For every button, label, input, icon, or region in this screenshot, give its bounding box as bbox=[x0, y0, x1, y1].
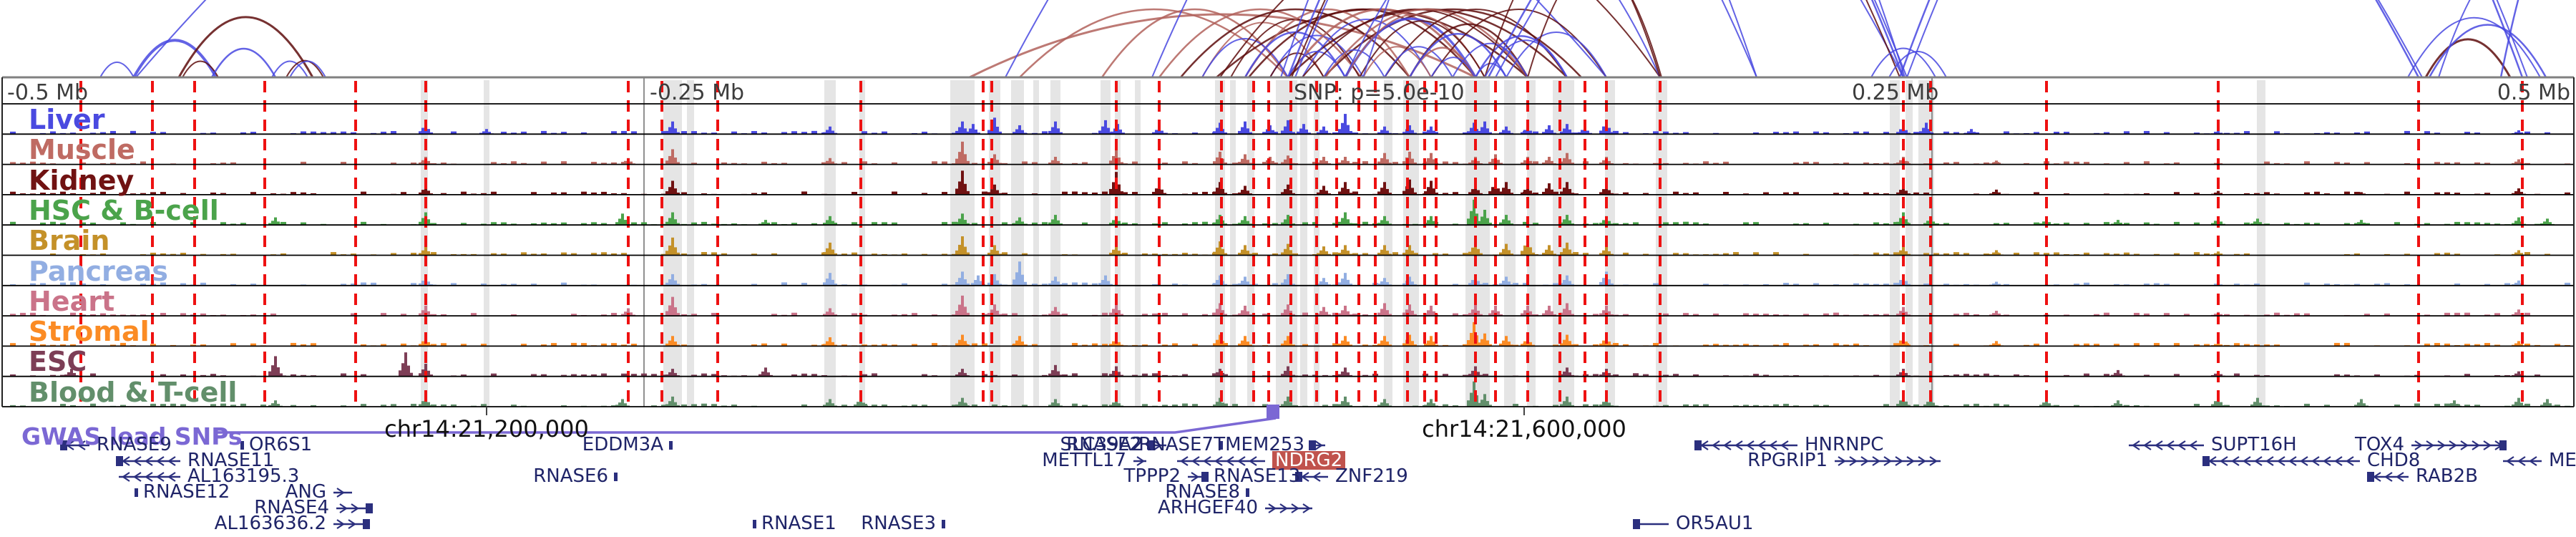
gene-or6s1 bbox=[240, 441, 244, 450]
gene-label-rnase9: RNASE9 bbox=[97, 434, 172, 455]
ruler-label-quarter-right: 0.25 Mb bbox=[1852, 80, 1939, 105]
gene-rnase8 bbox=[1246, 488, 1249, 497]
gene-label-rnase7: RNASE7 bbox=[1138, 434, 1214, 455]
gene-label-mettl17: METTL17 bbox=[1042, 450, 1126, 471]
gene-rnase11 bbox=[116, 456, 180, 466]
track-label-muscle: Muscle bbox=[29, 134, 135, 166]
track-label-brain: Brain bbox=[29, 225, 110, 257]
gene-label-rnase8: RNASE8 bbox=[1165, 481, 1240, 503]
gene-label-slc39a2: SLC39A2 bbox=[1060, 434, 1143, 455]
gene-al163195.3 bbox=[119, 472, 180, 482]
gene-al163636.2 bbox=[333, 519, 370, 529]
gwas-lead-snps-label: GWAS lead SNPs bbox=[21, 422, 243, 450]
track-label-esc: ESC bbox=[29, 346, 87, 378]
gene-label-rpgrip1: RPGRIP1 bbox=[1747, 450, 1828, 471]
interaction-arcs bbox=[99, 0, 2547, 79]
gene-label-al163195.3: AL163195.3 bbox=[187, 465, 300, 487]
gene-label-rnase4: RNASE4 bbox=[254, 497, 329, 518]
gene-rnase9 bbox=[60, 440, 89, 450]
gene-label-rnase12: RNASE12 bbox=[143, 481, 230, 503]
plot-frame bbox=[1, 76, 2575, 415]
gene-ndrg2 bbox=[1177, 456, 1265, 466]
gene-label-hnrnpc: HNRNPC bbox=[1805, 434, 1884, 455]
gene-label-tox4: TOX4 bbox=[2354, 434, 2404, 455]
gene-label-ndrg2: NDRG2 bbox=[1272, 451, 1346, 470]
gene-rnase13 bbox=[1205, 473, 1209, 481]
gene-label-supt16h: SUPT16H bbox=[2211, 434, 2297, 455]
track-label-hsc-b-cell: HSC & B-cell bbox=[29, 194, 219, 226]
signal-track-esc bbox=[10, 352, 2540, 377]
gene-met bbox=[2503, 456, 2542, 466]
gene-label-rnase13: RNASE13 bbox=[1214, 465, 1301, 487]
gene-label-tmem253: TMEM253 bbox=[1214, 434, 1304, 455]
gene-supt16h bbox=[2129, 440, 2204, 450]
gene-label-rnase6: RNASE6 bbox=[533, 465, 608, 487]
gene-label-rnase11: RNASE11 bbox=[187, 450, 275, 471]
gene-label-al163636.2: AL163636.2 bbox=[214, 513, 326, 534]
gene-rnase12 bbox=[135, 488, 138, 497]
gene-label-or6s1: OR6S1 bbox=[249, 434, 313, 455]
gene-or5au1 bbox=[1633, 519, 1669, 529]
gene-label-rnase3: RNASE3 bbox=[861, 513, 936, 534]
gene-tox4 bbox=[2411, 440, 2507, 450]
track-label-blood-t-cell: Blood & T-cell bbox=[29, 376, 238, 408]
gene-label-rnase1: RNASE1 bbox=[761, 513, 836, 534]
track-label-heart: Heart bbox=[29, 285, 115, 317]
gene-label-arhgef40: ARHGEF40 bbox=[1157, 497, 1258, 518]
ruler-label-quarter-left: -0.25 Mb bbox=[650, 80, 745, 105]
ruler-label-snp-pvalue: SNP: p=5.0e-10 bbox=[1294, 80, 1465, 105]
gwas-leader bbox=[215, 405, 1279, 434]
gene-rnase7 bbox=[1219, 441, 1223, 450]
track-label-kidney: Kidney bbox=[29, 164, 135, 196]
gene-models bbox=[60, 440, 2542, 529]
gene-hnrnpc bbox=[1694, 440, 1797, 450]
gene-rnase6 bbox=[614, 473, 618, 481]
gene-label-eddm3a: EDDM3A bbox=[582, 434, 663, 455]
track-label-stromal: Stromal bbox=[29, 316, 150, 348]
coordinate-label-21200000: chr14:21,200,000 bbox=[384, 415, 589, 442]
gene-slc39a2 bbox=[1148, 440, 1166, 450]
track-label-pancreas: Pancreas bbox=[29, 255, 168, 287]
gene-eddm3a bbox=[669, 441, 673, 450]
track-label-liver: Liver bbox=[29, 104, 105, 135]
signal-track-hsc-b-cell bbox=[10, 199, 2555, 226]
gene-rnase3 bbox=[942, 520, 945, 528]
gene-rab2b bbox=[2367, 472, 2409, 482]
gene-label-chd8: CHD8 bbox=[2367, 450, 2421, 471]
gene-chd8 bbox=[2202, 456, 2360, 466]
gene-mettl17 bbox=[1133, 456, 1146, 466]
gene-label-znf219: ZNF219 bbox=[1335, 465, 1408, 487]
gene-label-tppp2: TPPP2 bbox=[1123, 465, 1181, 487]
gene-tmem253 bbox=[1309, 440, 1325, 450]
lead-snp-marker bbox=[1267, 405, 1279, 419]
gene-label-rab2b: RAB2B bbox=[2416, 465, 2479, 487]
snp-dashed-lines bbox=[79, 81, 2524, 407]
gene-label-ang: ANG bbox=[285, 481, 326, 503]
gene-arhgef40 bbox=[1265, 503, 1312, 513]
gene-label-rnase2: RNASE2 bbox=[1066, 434, 1141, 455]
gene-rpgrip1 bbox=[1835, 456, 1941, 466]
gene-ang bbox=[333, 488, 352, 498]
ruler-label-left: -0.5 Mb bbox=[7, 80, 88, 105]
gene-label-or5au1: OR5AU1 bbox=[1676, 513, 1754, 534]
coordinate-label-21600000: chr14:21,600,000 bbox=[1422, 415, 1626, 442]
gene-znf219 bbox=[1295, 472, 1328, 482]
gene-rnase1 bbox=[753, 520, 756, 528]
gene-label-met: MET bbox=[2549, 450, 2576, 471]
ruler-label-right: 0.5 Mb bbox=[2497, 80, 2570, 105]
gene-rnase4 bbox=[336, 503, 373, 513]
